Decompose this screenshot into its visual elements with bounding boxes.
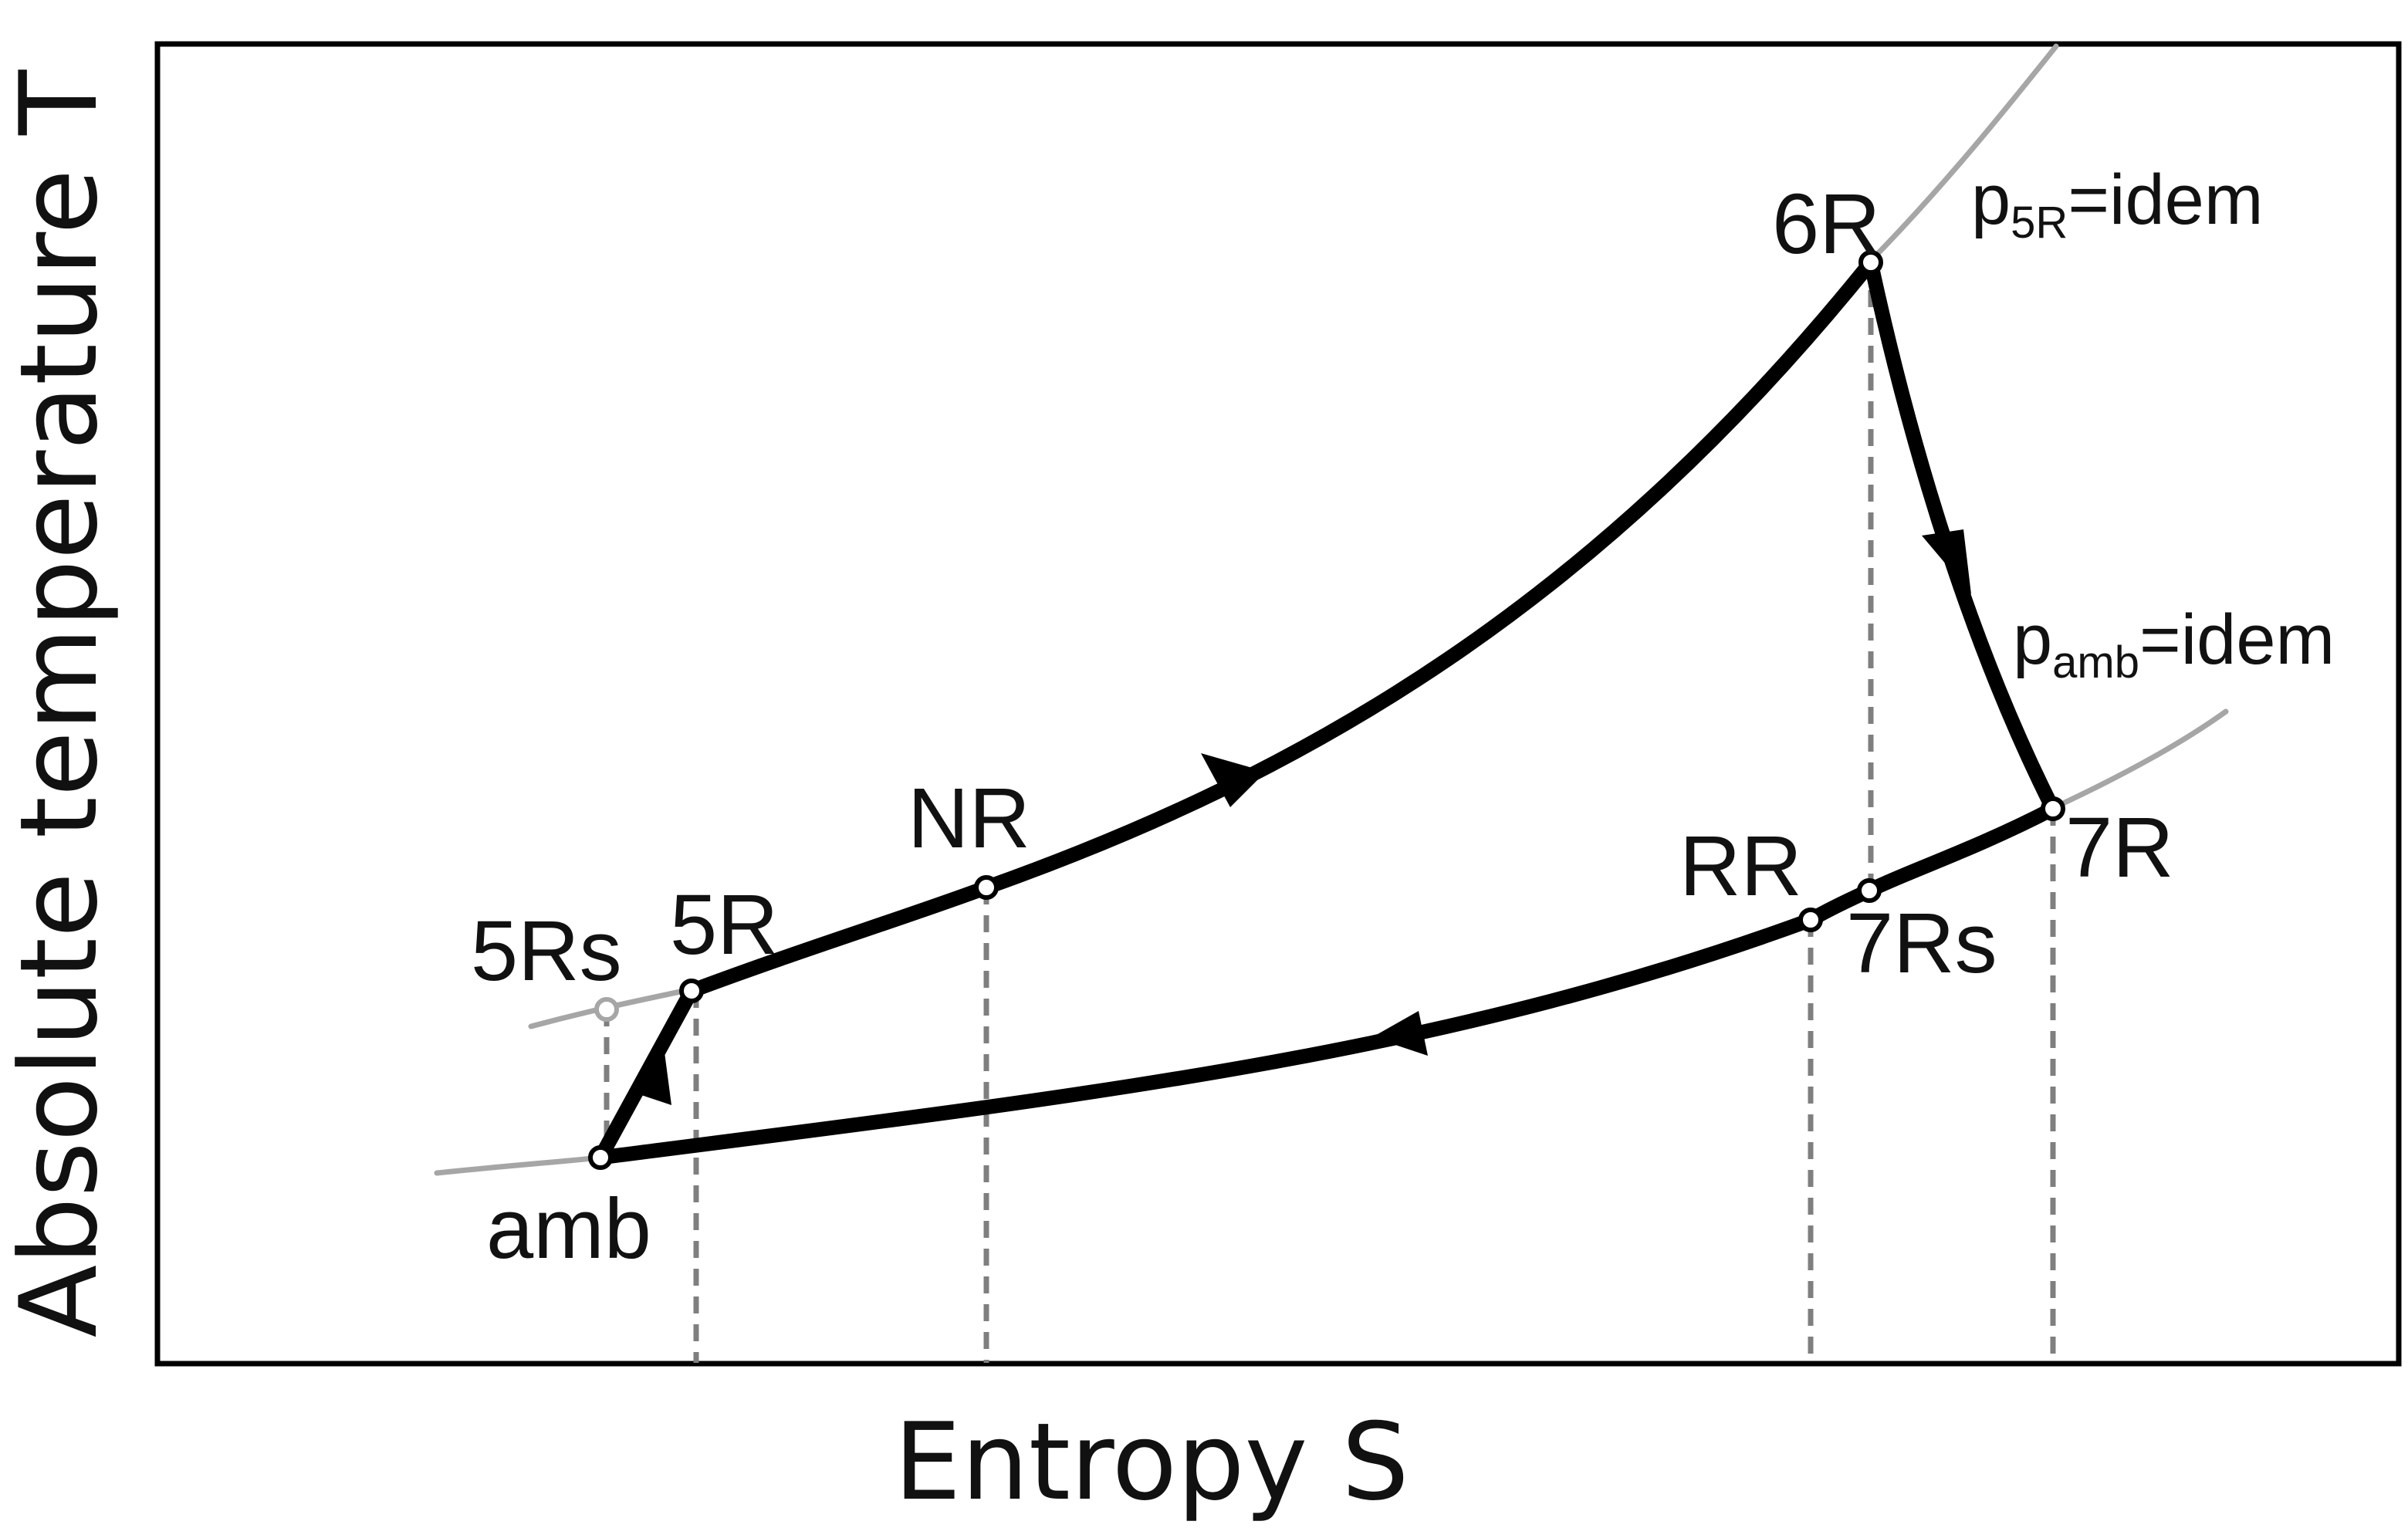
- x-axis-title: Entropy S: [894, 1400, 1409, 1524]
- isobar-amb-p: p: [2013, 600, 2052, 679]
- isobar-amb-curve-extension: [2048, 708, 2229, 812]
- point-6r: [1858, 250, 1883, 275]
- cycle-heat-addition: [684, 255, 1879, 999]
- state-points: [588, 250, 2065, 1170]
- projection-lines: [604, 262, 2056, 1363]
- arrow-heat-rejection-icon: [1372, 1011, 1428, 1056]
- label-rr: RR: [1679, 819, 1802, 914]
- point-5rs: [594, 997, 619, 1022]
- arrow-compression-icon: [630, 1046, 671, 1105]
- cycle-heat-rejection: [593, 801, 2061, 1165]
- point-7rs: [1857, 878, 1882, 903]
- label-5r: 5R: [670, 877, 779, 972]
- isobar-5r-label: p5R=idem: [1971, 161, 2263, 248]
- point-7r: [2041, 796, 2065, 821]
- isobar-amb-rest: =idem: [2139, 600, 2335, 679]
- label-6r: 6R: [1772, 177, 1881, 272]
- label-7r: 7R: [2065, 800, 2174, 895]
- isobar-amb-label: pamb=idem: [2013, 600, 2335, 688]
- label-amb: amb: [486, 1181, 651, 1276]
- y-axis-title: Absolute temperature T: [0, 69, 121, 1337]
- isobar-5r-rest: =idem: [2068, 161, 2263, 239]
- isobar-5r-subscript: 5R: [2011, 198, 2068, 248]
- label-5rs: 5Rs: [471, 904, 622, 999]
- isobar-5r-p: p: [1971, 161, 2011, 239]
- point-rr: [1798, 908, 1823, 932]
- arrow-heat-addition-icon: [1201, 753, 1266, 807]
- direction-arrows: [630, 529, 1971, 1105]
- label-7rs: 7Rs: [1846, 896, 1997, 991]
- isobar-5r-curve-extension: [1866, 43, 2059, 265]
- point-nr: [974, 875, 999, 900]
- plot-frame: [154, 41, 2402, 1367]
- arrow-expansion-icon: [1922, 529, 1971, 594]
- label-nr: NR: [908, 771, 1030, 866]
- isobar-amb-curve: [434, 1154, 604, 1176]
- point-5r: [679, 979, 704, 1003]
- isobar-amb-subscript: amb: [2052, 637, 2139, 688]
- point-amb: [588, 1145, 613, 1170]
